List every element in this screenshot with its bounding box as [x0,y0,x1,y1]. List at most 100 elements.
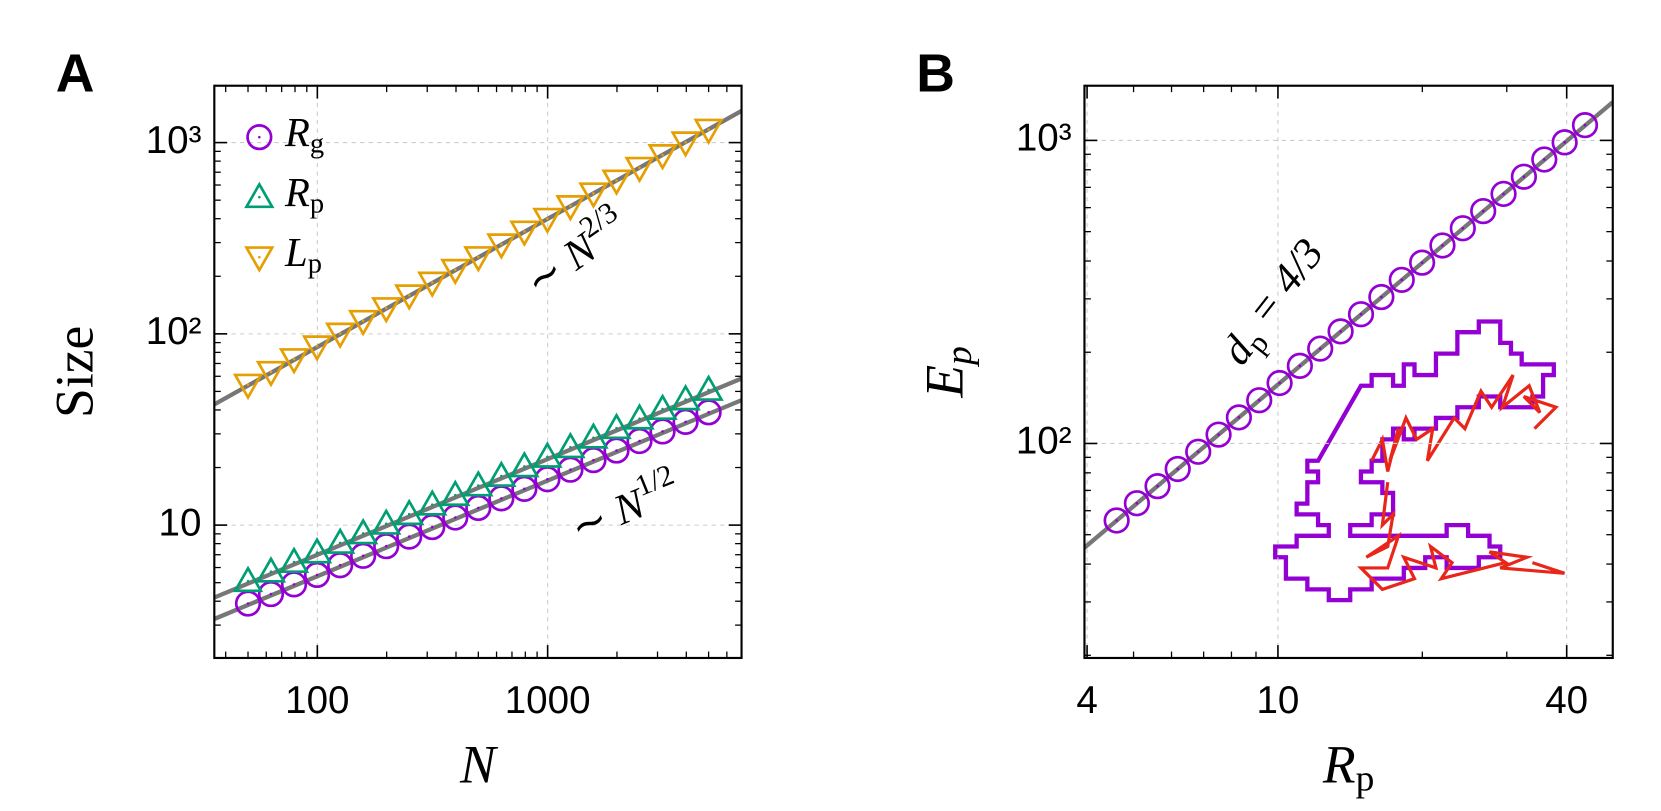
marker [693,118,724,146]
marker-dot [523,465,526,468]
marker [463,246,494,273]
marker [255,360,287,388]
marker [278,546,310,574]
x-tick-label: 100 [285,679,349,722]
marker [1347,301,1375,328]
marker-dot [361,319,365,323]
marker [1571,112,1599,139]
marker [601,412,632,440]
marker [1307,335,1334,362]
marker-dot [1543,158,1546,161]
marker [463,469,494,497]
marker-dot [1461,226,1465,230]
marker-dot [1502,192,1505,196]
marker-dot [454,493,457,497]
marker-dot [292,583,296,586]
marker [347,309,379,337]
marker-dot [1583,123,1587,127]
marker [324,527,356,554]
marker-dot [500,497,503,500]
legend-label: Rp [284,171,324,220]
marker [509,450,540,478]
marker-dot [1380,295,1383,299]
marker-dot [338,541,342,545]
marker [1408,249,1436,276]
marker-dot [246,602,250,605]
marker-dot [592,458,595,462]
marker-dot [315,573,319,577]
marker-dot [1257,398,1261,402]
marker [693,374,724,401]
marker-dot [661,430,664,433]
marker-dot [1115,519,1118,522]
marker [371,297,402,324]
marker-dot [269,370,273,374]
marker-dot [707,411,710,414]
marker [1429,232,1456,259]
marker-dot [1481,209,1485,213]
marker-dot [684,140,687,144]
marker-dot [1135,501,1139,505]
marker-dot [258,135,261,139]
y-tick-label: 10² [146,310,202,353]
marker-dot [269,570,273,573]
marker-dot [615,179,618,182]
marker [301,536,333,564]
marker-dot [615,426,618,430]
marker-dot [1339,330,1342,333]
marker-dot [1196,450,1200,454]
marker-dot [315,551,319,554]
y-tick-label: 10 [159,501,202,544]
marker-dot [569,204,572,208]
marker-dot [1420,261,1424,264]
marker-dot [430,503,434,506]
marker-dot [292,357,296,361]
marker-dot [638,417,641,420]
marker [417,489,448,516]
marker-dot [707,128,710,131]
marker-dot [407,512,411,516]
marker-dot [384,544,388,548]
marker [1185,438,1212,465]
marker [394,498,425,526]
marker [624,156,655,184]
marker [1470,197,1497,225]
x-axis-label: Rp [1322,735,1374,800]
marker-dot [500,242,503,246]
marker-dot [546,477,549,481]
marker-dot [638,439,641,443]
marker-dot [523,230,526,233]
marker-dot [454,516,457,519]
marker [555,195,586,222]
marker-dot [615,449,618,452]
marker-dot [523,487,526,491]
x-tick-label: 1000 [505,679,591,722]
marker-dot [338,563,342,567]
marker-dot [592,436,595,440]
marker-dot [661,153,664,157]
marker-dot [384,522,388,526]
marker [1266,369,1293,397]
marker [1531,146,1558,173]
marker-dot [384,306,388,310]
marker-dot [430,281,434,284]
marker-dot [1237,416,1241,419]
marker [1123,490,1150,517]
marker-dot [361,554,365,558]
marker-dot [430,525,434,529]
marker-dot [707,388,710,392]
marker [232,565,264,593]
x-axis-label: N [459,735,499,795]
marker-dot [661,407,664,411]
marker [244,181,275,209]
marker [624,403,655,430]
marker-dot [638,166,641,170]
y-tick-label: 10³ [146,119,202,162]
marker [1388,266,1415,293]
marker-dot [569,468,572,471]
marker [486,233,517,260]
marker-dot [269,592,273,596]
marker [440,258,471,286]
marker [578,422,609,449]
